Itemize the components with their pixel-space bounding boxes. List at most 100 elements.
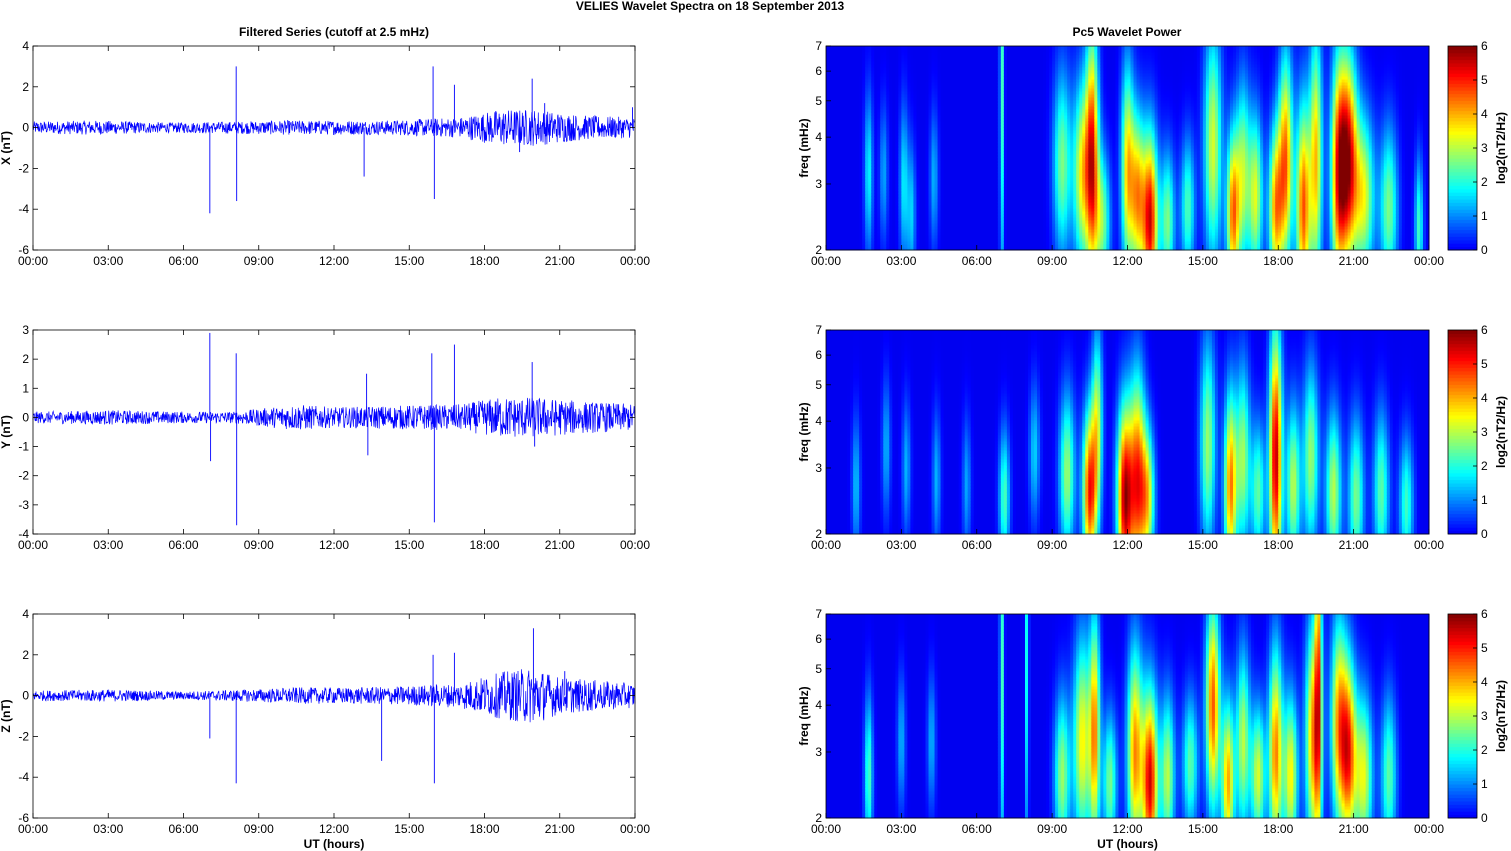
heatmap-cell (877, 103, 881, 107)
heatmap-cell (877, 217, 881, 221)
heatmap-cell (892, 124, 896, 128)
heatmap-cell (868, 124, 872, 128)
heatmap-cell (874, 100, 878, 104)
heatmap-cell (871, 115, 875, 119)
heatmap-cell (859, 133, 863, 137)
heatmap-cell (904, 127, 908, 131)
heatmap-cell (898, 193, 902, 197)
heatmap-cell (868, 148, 872, 152)
heatmap-cell (832, 94, 836, 98)
heatmap-cell (880, 49, 884, 53)
heatmap-cell (847, 235, 851, 239)
heatmap-cell (865, 103, 869, 107)
heatmap-cell (913, 127, 917, 131)
heatmap-cell (889, 121, 893, 125)
y-tick-label: -3 (18, 498, 29, 512)
heatmap-cell (859, 73, 863, 77)
heatmap-cell (832, 157, 836, 161)
heatmap-cell (901, 208, 905, 212)
heatmap-cell (850, 112, 854, 116)
heatmap-cell (829, 196, 833, 200)
heatmap-cell (898, 145, 902, 149)
heatmap-cell (844, 52, 848, 56)
heatmap-cell (889, 133, 893, 137)
heatmap-cell (835, 139, 839, 143)
heatmap-cell (910, 199, 914, 203)
heatmap-cell (844, 217, 848, 221)
heatmap-cell (850, 46, 854, 50)
heatmap-cell (877, 214, 881, 218)
heatmap-cell (826, 85, 830, 89)
heatmap-cell (883, 64, 887, 68)
heatmap-cell (838, 106, 842, 110)
heatmap-cell (874, 85, 878, 89)
heatmap-cell (835, 181, 839, 185)
heatmap-cell (889, 97, 893, 101)
heatmap-cell (862, 166, 866, 170)
heatmap-cell (895, 193, 899, 197)
heatmap-cell (826, 190, 830, 194)
heatmap-cell (904, 112, 908, 116)
heatmap-cell (838, 184, 842, 188)
heatmap-cell (883, 55, 887, 59)
heatmap-cell (853, 145, 857, 149)
heatmap-cell (841, 208, 845, 212)
heatmap-cell (877, 232, 881, 236)
heatmap-cell (871, 226, 875, 230)
heatmap-cell (910, 211, 914, 215)
heatmap-cell (889, 85, 893, 89)
heatmap-cell (844, 121, 848, 125)
heatmap-cell (847, 181, 851, 185)
heatmap-cell (853, 85, 857, 89)
heatmap-cell (826, 238, 830, 242)
heatmap-cell (886, 58, 890, 62)
heatmap-cell (853, 232, 857, 236)
heatmap-cell (853, 172, 857, 176)
heatmap-cell (907, 211, 911, 215)
heatmap-cell (859, 127, 863, 131)
heatmap-cell (889, 61, 893, 65)
y-tick-label: -6 (18, 811, 29, 825)
heatmap-cell (889, 235, 893, 239)
heatmap-cell (916, 145, 920, 149)
heatmap-cell (832, 226, 836, 230)
heatmap-cell (865, 115, 869, 119)
heatmap-cell (853, 190, 857, 194)
heatmap-cell (841, 118, 845, 122)
heatmap-cell (853, 214, 857, 218)
heatmap-cell (859, 103, 863, 107)
heatmap-cell (841, 160, 845, 164)
heatmap-cell (880, 55, 884, 59)
heatmap-cell (880, 115, 884, 119)
heatmap-cell (850, 193, 854, 197)
heatmap-cell (901, 133, 905, 137)
heatmap-cell (913, 205, 917, 209)
heatmap-cell (895, 175, 899, 179)
heatmap-cell (844, 94, 848, 98)
heatmap-cell (889, 187, 893, 191)
heatmap-cell (907, 205, 911, 209)
heatmap-cell (892, 214, 896, 218)
heatmap-cell (913, 133, 917, 137)
heatmap-cell (835, 97, 839, 101)
plot-area (33, 614, 635, 818)
heatmap-cell (874, 109, 878, 113)
heatmap-cell (844, 184, 848, 188)
heatmap-cell (904, 193, 908, 197)
heatmap-cell (850, 73, 854, 77)
heatmap-cell (841, 214, 845, 218)
heatmap-cell (883, 235, 887, 239)
heatmap-cell (859, 241, 863, 245)
x-tick-label: 00:00 (620, 254, 650, 268)
heatmap-cell (907, 118, 911, 122)
heatmap-cell (841, 187, 845, 191)
heatmap-cell (850, 97, 854, 101)
heatmap-cell (850, 64, 854, 68)
heatmap-cell (841, 193, 845, 197)
heatmap-cell (838, 133, 842, 137)
heatmap-cell (892, 208, 896, 212)
heatmap-cell (883, 109, 887, 113)
y-tick-label: 3 (22, 323, 29, 337)
heatmap-cell (844, 58, 848, 62)
heatmap-cell (838, 82, 842, 86)
